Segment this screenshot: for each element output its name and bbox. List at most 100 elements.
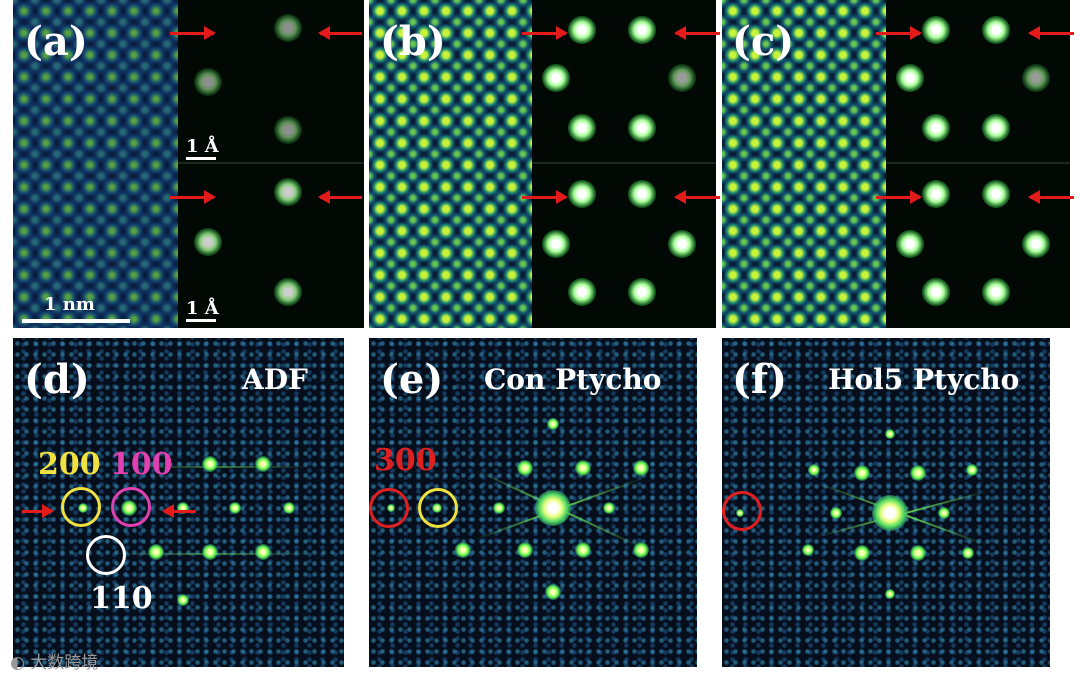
atom-column <box>194 228 222 256</box>
inset-divider <box>886 162 1070 164</box>
atom-column <box>982 114 1010 142</box>
atom-column <box>274 278 302 306</box>
diffraction-spot <box>966 464 978 476</box>
index-label-300: 300 <box>374 443 437 478</box>
diffraction-spot <box>910 545 926 561</box>
diffraction-spot <box>148 544 164 560</box>
panel-c-label: (c) <box>732 18 795 65</box>
atom-column <box>982 278 1010 306</box>
diffraction-spot <box>885 589 895 599</box>
atom-column <box>982 180 1010 208</box>
atom-column <box>194 68 222 96</box>
panel-b-label: (b) <box>380 18 446 65</box>
panel-c-zoom-insets <box>886 0 1070 328</box>
diffraction-spot <box>885 429 895 439</box>
diffraction-spot <box>202 456 218 472</box>
diffraction-spot <box>633 460 649 476</box>
index-label-100: 100 <box>110 447 173 482</box>
arrow-left-icon <box>1028 26 1074 40</box>
inset-scale-bar-bottom <box>186 319 216 322</box>
arrow-left-icon <box>674 190 720 204</box>
atom-column <box>982 16 1010 44</box>
atom-column <box>274 116 302 144</box>
panel-a-zoom-insets <box>178 0 364 328</box>
arrow-right-icon <box>22 504 54 518</box>
atom-column <box>542 230 570 258</box>
arrow-right-icon <box>876 26 922 40</box>
panel-b-atomic-image <box>369 0 532 328</box>
diffraction-spot <box>575 460 591 476</box>
diffraction-spot <box>493 502 505 514</box>
atom-column <box>274 178 302 206</box>
central-beam <box>535 490 571 526</box>
diffraction-spot <box>854 465 870 481</box>
diffraction-spot <box>910 465 926 481</box>
diffraction-spot <box>455 542 471 558</box>
atom-column <box>568 278 596 306</box>
diffraction-spot <box>202 544 218 560</box>
diffraction-spot <box>938 507 950 519</box>
watermark-logo-icon: ◐ <box>10 653 31 673</box>
diffraction-spot <box>517 542 533 558</box>
diffraction-spot <box>633 542 649 558</box>
arrow-left-icon <box>162 504 196 518</box>
atom-column <box>568 114 596 142</box>
arrow-right-icon <box>170 190 216 204</box>
atom-column <box>668 230 696 258</box>
atom-column <box>922 114 950 142</box>
arrow-right-icon <box>522 190 568 204</box>
panel-f-label: (f) <box>732 356 788 403</box>
scale-bar <box>22 319 130 323</box>
panel-a-label: (a) <box>24 18 88 65</box>
diffraction-spot <box>547 418 559 430</box>
arrow-left-icon <box>318 26 362 40</box>
ring-100 <box>111 487 151 527</box>
diffraction-spot <box>255 544 271 560</box>
arrow-left-icon <box>318 190 362 204</box>
index-label-200: 200 <box>38 447 101 482</box>
diffraction-spot <box>962 547 974 559</box>
streak <box>133 466 313 468</box>
diffraction-spot <box>575 542 591 558</box>
atom-column <box>922 278 950 306</box>
atom-column <box>1022 64 1050 92</box>
scale-bar-label: 1 nm <box>44 294 95 315</box>
diffraction-spot <box>255 456 271 472</box>
atom-column <box>668 64 696 92</box>
atom-column <box>568 180 596 208</box>
diffraction-spot <box>177 594 189 606</box>
atom-column <box>628 16 656 44</box>
arrow-right-icon <box>876 190 922 204</box>
atom-column <box>628 114 656 142</box>
central-beam <box>872 495 908 531</box>
watermark: ◐ 大数跨境 <box>10 653 99 673</box>
atom-column <box>922 180 950 208</box>
inset-scale-label-top: 1 Å <box>186 136 219 157</box>
panel-f-title: Hol5 Ptycho <box>828 363 1020 396</box>
atom-column <box>628 278 656 306</box>
panel-f-diffractogram <box>722 338 1050 667</box>
panel-b-zoom-insets <box>532 0 716 328</box>
diffraction-spot <box>545 584 561 600</box>
atom-column <box>628 180 656 208</box>
atom-column <box>896 64 924 92</box>
panel-c-atomic-image <box>722 0 886 328</box>
atom-column <box>896 230 924 258</box>
diffraction-spot <box>229 502 241 514</box>
panel-e-title: Con Ptycho <box>484 363 662 396</box>
diffraction-spot <box>517 460 533 476</box>
atom-column <box>1022 230 1050 258</box>
atom-column <box>274 14 302 42</box>
ring-300 <box>722 491 762 531</box>
panel-e-label: (e) <box>380 356 444 403</box>
diffraction-spot <box>830 507 842 519</box>
atom-column <box>568 16 596 44</box>
panel-d-title: ADF <box>242 363 308 396</box>
arrow-right-icon <box>522 26 568 40</box>
ring-300 <box>369 488 409 528</box>
panel-d-label: (d) <box>24 356 90 403</box>
atom-column <box>542 64 570 92</box>
diffraction-spot <box>808 464 820 476</box>
diffraction-spot <box>854 545 870 561</box>
arrow-left-icon <box>674 26 720 40</box>
